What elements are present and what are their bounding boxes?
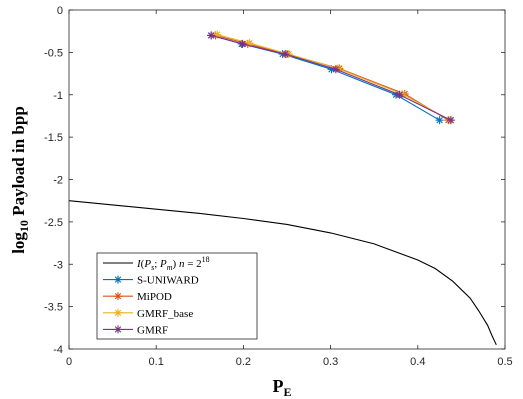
- star-marker: [238, 39, 247, 48]
- x-tick-label: 0.1: [149, 356, 164, 368]
- x-tick-label: 0: [66, 356, 72, 368]
- y-tick-label: -3: [53, 259, 63, 271]
- y-axis-ticks: 0 -0.5 -1 -1.5 -2 -2.5 -3 -3.5 -4: [44, 5, 505, 356]
- star-marker: [331, 65, 340, 74]
- star-marker: [114, 292, 122, 301]
- star-marker: [446, 116, 455, 125]
- legend-label: I(Ps; Pm) n = 218: [136, 255, 210, 272]
- legend: I(Ps; Pm) n = 218 S-UNIWARD MiPOD GMRF_base…: [96, 252, 258, 340]
- x-tick-label: 0.2: [236, 356, 251, 368]
- series-4: [207, 31, 455, 125]
- y-tick-label: -2: [53, 175, 63, 187]
- star-marker: [114, 275, 122, 284]
- y-tick-label: -2.5: [44, 217, 63, 229]
- series-line: [68, 200, 497, 346]
- series-0: [68, 200, 497, 346]
- y-tick-label: -4: [53, 344, 63, 356]
- x-tick-label: 0.3: [323, 356, 338, 368]
- series-layer: [68, 30, 497, 346]
- y-tick-label: 0: [57, 5, 63, 17]
- y-tick-label: -1: [53, 90, 63, 102]
- y-tick-label: -3.5: [44, 302, 63, 314]
- star-marker: [281, 50, 290, 59]
- legend-label: GMRF: [137, 324, 168, 336]
- legend-label: S-UNIWARD: [137, 275, 199, 287]
- x-tick-label: 0.4: [410, 356, 425, 368]
- y-tick-label: -0.5: [44, 47, 63, 59]
- x-axis-ticks: 0 0.1 0.2 0.3 0.4 0.5: [66, 10, 513, 368]
- plot-frame: [68, 9, 506, 350]
- star-marker: [435, 116, 444, 125]
- series-line: [210, 34, 452, 121]
- legend-label: MiPOD: [137, 291, 172, 303]
- star-marker: [395, 90, 404, 99]
- star-marker: [207, 31, 216, 40]
- x-tick-label: 0.5: [497, 356, 512, 368]
- y-axis-title: log10 Payload in bpp: [9, 106, 31, 254]
- star-marker: [114, 325, 122, 334]
- x-axis-title: PE: [272, 376, 291, 399]
- star-marker: [114, 308, 122, 317]
- y-tick-label: -1.5: [44, 132, 63, 144]
- legend-label: GMRF_base: [137, 308, 193, 320]
